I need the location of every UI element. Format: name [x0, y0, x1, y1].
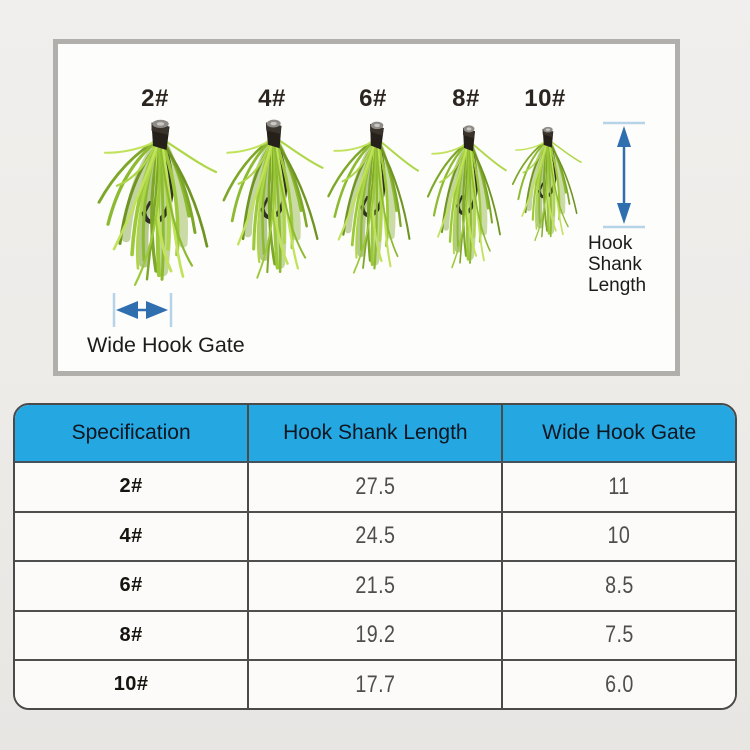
size-label-4: 4# — [258, 85, 286, 112]
table-row: 6# 21.5 8.5 — [15, 561, 735, 612]
hook-gate-cell: 8.5 — [501, 561, 735, 612]
column-header-hook-shank-length: Hook Shank Length — [247, 405, 503, 463]
hook-gate-cell: 11 — [501, 462, 735, 513]
table-row: 4# 24.5 10 — [15, 511, 735, 562]
size-label-6: 6# — [359, 85, 387, 112]
spec-table-grid: Specification Hook Shank Length Wide Hoo… — [15, 405, 735, 708]
spec-cell: 10# — [15, 660, 249, 708]
spec-table: Specification Hook Shank Length Wide Hoo… — [13, 403, 737, 710]
size-label-10: 10# — [524, 85, 566, 112]
horizontal-double-arrow-icon — [112, 293, 173, 327]
column-header-wide-hook-gate: Wide Hook Gate — [501, 405, 735, 463]
shank-length-cell: 17.7 — [247, 660, 503, 708]
shank-length-cell: 19.2 — [247, 610, 503, 661]
spec-cell: 4# — [15, 511, 249, 562]
size-label-2: 2# — [141, 85, 169, 112]
hook-gate-cell: 10 — [501, 511, 735, 562]
hook-shank-length-label: Hook Shank Length — [588, 233, 647, 296]
spec-table-header-row: Specification Hook Shank Length Wide Hoo… — [15, 405, 735, 463]
shank-length-cell: 21.5 — [247, 561, 503, 612]
hook-gate-cell: 6.0 — [501, 660, 735, 708]
size-label-8: 8# — [452, 85, 480, 112]
table-row: 2# 27.5 11 — [15, 462, 735, 513]
table-row: 10# 17.7 6.0 — [15, 660, 735, 708]
lure-image-10 — [503, 124, 593, 244]
spec-cell: 2# — [15, 462, 249, 513]
spec-cell: 8# — [15, 610, 249, 661]
vertical-double-arrow-icon — [603, 121, 645, 229]
shank-length-cell: 27.5 — [247, 462, 503, 513]
wide-hook-gate-label: Wide Hook Gate — [87, 333, 245, 357]
spec-cell: 6# — [15, 561, 249, 612]
shank-length-cell: 24.5 — [247, 511, 503, 562]
spec-table-body: 2# 27.5 11 4# 24.5 10 6# 21.5 8.5 8# 19.… — [15, 462, 735, 708]
column-header-specification: Specification — [15, 405, 249, 463]
hook-gate-cell: 7.5 — [501, 610, 735, 661]
lure-image-6 — [315, 118, 433, 279]
table-row: 8# 19.2 7.5 — [15, 610, 735, 661]
